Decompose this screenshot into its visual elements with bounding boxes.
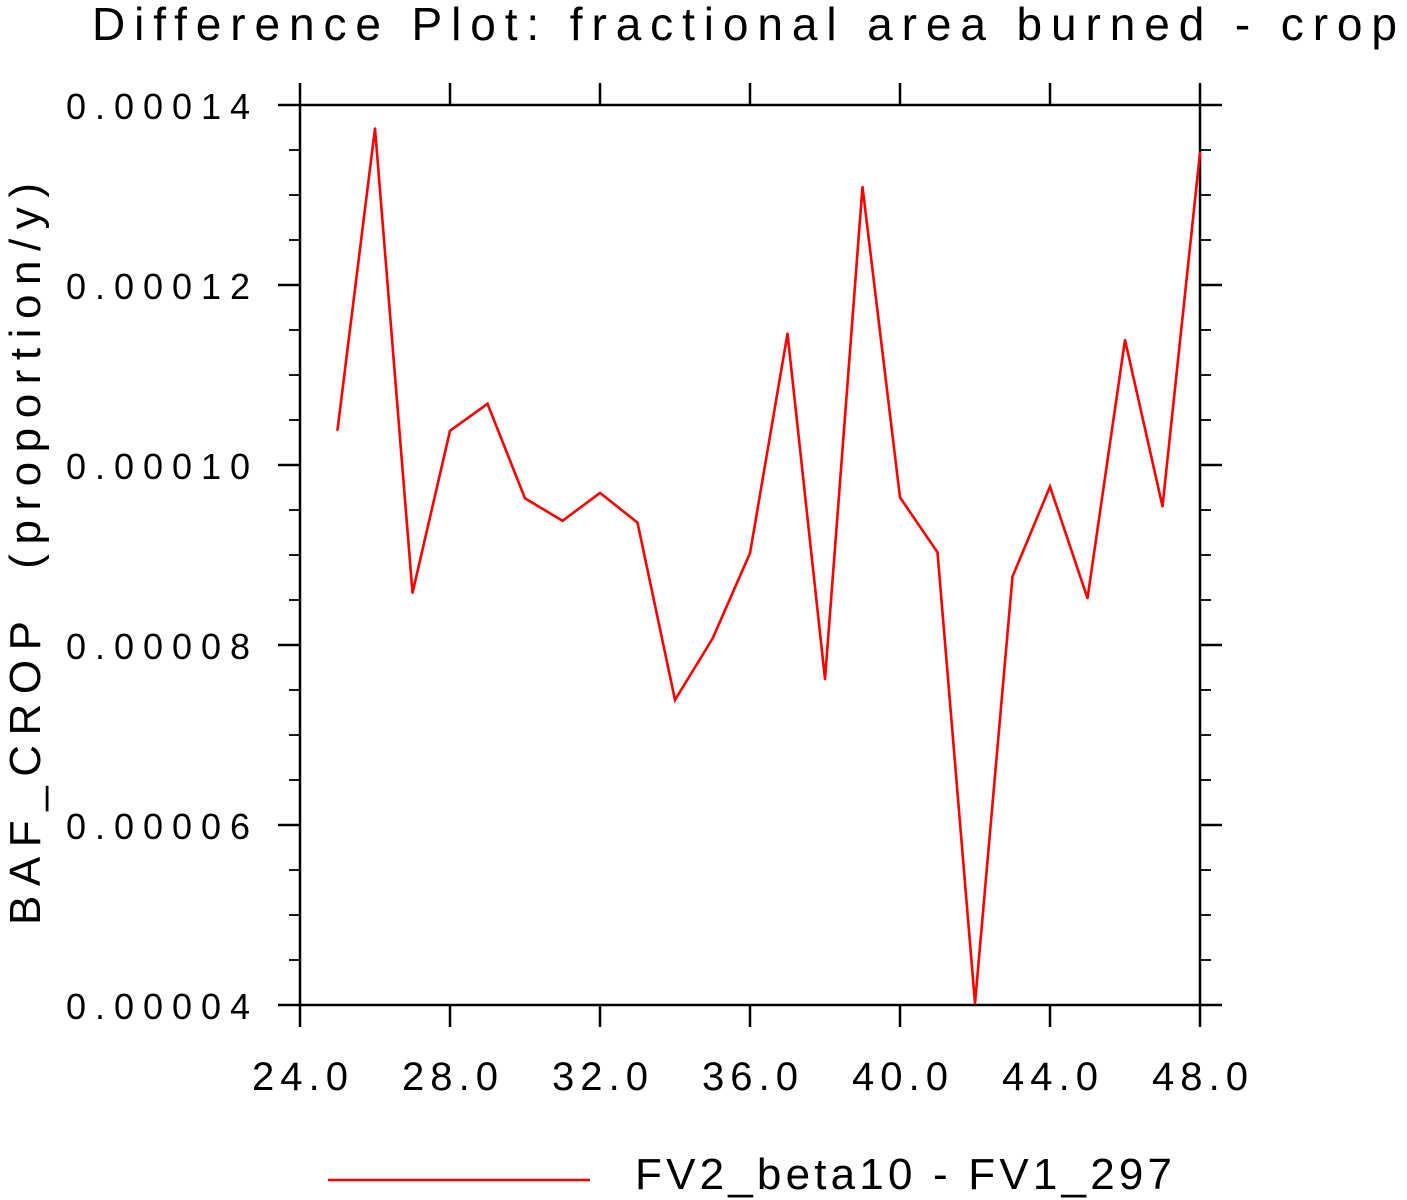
y-tick-label: 0.00004 bbox=[66, 986, 250, 1027]
data-point bbox=[748, 552, 752, 555]
data-point bbox=[861, 185, 864, 189]
data-point bbox=[1161, 505, 1164, 508]
data-point bbox=[898, 496, 902, 499]
y-tick-label: 0.00006 bbox=[66, 806, 250, 847]
data-point bbox=[1048, 485, 1052, 488]
x-tick-label: 44.0 bbox=[1002, 1055, 1098, 1099]
x-tick-label: 28.0 bbox=[402, 1055, 498, 1099]
data-point bbox=[598, 491, 602, 495]
plot-frame bbox=[298, 103, 1202, 1007]
legend-label: FV2_beta10 - FV1_297 bbox=[635, 1150, 1172, 1199]
data-point bbox=[373, 127, 377, 130]
series-layer bbox=[336, 127, 1202, 1005]
data-point bbox=[561, 519, 564, 522]
y-axis-label: BAF_CROP (proportion/y) bbox=[1, 183, 50, 925]
data-point bbox=[786, 332, 789, 335]
data-point bbox=[636, 521, 639, 524]
y-tick-label: 0.00012 bbox=[66, 266, 250, 307]
data-point bbox=[448, 429, 452, 432]
series-line bbox=[336, 128, 1202, 1004]
data-point bbox=[1086, 597, 1089, 600]
data-point bbox=[1011, 575, 1014, 578]
data-point bbox=[823, 678, 827, 681]
data-point bbox=[486, 402, 489, 405]
data-point bbox=[673, 698, 677, 702]
axis-tick-labels: 24.0 28.0 32.0 36.0 40.0 44.0 48.0 0.00004 0.000… bbox=[66, 86, 1248, 1099]
axis-ticks bbox=[278, 83, 1222, 1027]
x-tick-label: 48.0 bbox=[1152, 1055, 1248, 1099]
data-point bbox=[936, 551, 939, 554]
x-tick-label: 24.0 bbox=[252, 1055, 348, 1099]
y-tick-label: 0.00008 bbox=[66, 626, 250, 667]
chart-title: Difference Plot: fractional area burned … bbox=[92, 0, 1397, 50]
x-tick-label: 40.0 bbox=[852, 1055, 948, 1099]
y-tick-label: 0.00014 bbox=[66, 86, 250, 127]
legend: FV2_beta10 - FV1_297 bbox=[328, 1150, 1172, 1199]
data-point bbox=[973, 1002, 977, 1005]
data-point bbox=[1123, 338, 1127, 342]
data-point bbox=[711, 637, 714, 640]
data-point bbox=[411, 591, 414, 594]
x-tick-label: 32.0 bbox=[552, 1055, 648, 1099]
x-tick-label: 36.0 bbox=[702, 1055, 798, 1099]
data-point bbox=[336, 428, 339, 432]
y-tick-label: 0.00010 bbox=[66, 446, 250, 487]
data-point bbox=[523, 497, 527, 500]
data-point bbox=[1198, 151, 1202, 154]
